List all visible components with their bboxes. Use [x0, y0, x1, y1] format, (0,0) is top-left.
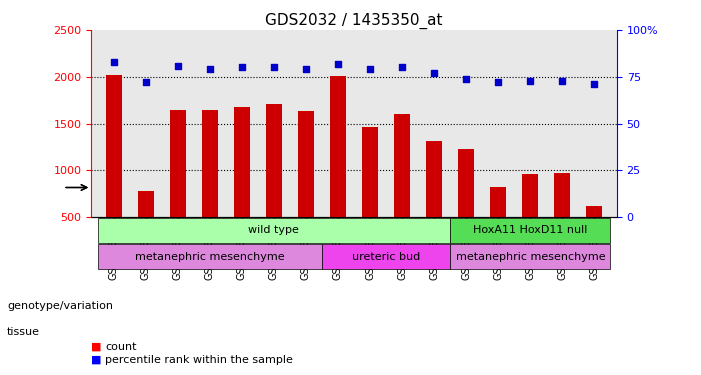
Bar [137, 191, 154, 217]
Point [589, 81, 600, 87]
Text: percentile rank within the sample: percentile rank within the sample [105, 355, 293, 365]
Bar [330, 76, 346, 217]
Bar [106, 75, 121, 217]
Point [332, 61, 343, 67]
Text: tissue: tissue [7, 327, 40, 337]
Text: ■: ■ [91, 342, 102, 352]
Point [140, 80, 151, 86]
Bar [522, 174, 538, 217]
Text: genotype/variation: genotype/variation [7, 301, 113, 310]
Text: ■: ■ [91, 355, 102, 365]
Bar [234, 107, 250, 218]
Point [172, 63, 183, 69]
Bar [170, 110, 186, 218]
FancyBboxPatch shape [97, 218, 450, 243]
Text: count: count [105, 342, 137, 352]
Point [268, 64, 280, 70]
Bar [266, 104, 282, 218]
FancyBboxPatch shape [450, 218, 611, 243]
FancyBboxPatch shape [97, 244, 322, 270]
Point [204, 66, 215, 72]
Point [108, 59, 119, 65]
Text: ureteric bud: ureteric bud [352, 252, 420, 262]
Bar [298, 111, 314, 218]
Point [397, 64, 408, 70]
Text: wild type: wild type [248, 225, 299, 236]
Bar [490, 188, 506, 218]
Bar [458, 149, 474, 217]
FancyBboxPatch shape [322, 244, 450, 270]
Text: metanephric mesenchyme: metanephric mesenchyme [456, 252, 605, 262]
Bar [426, 141, 442, 218]
Bar [554, 173, 571, 217]
Bar [202, 110, 218, 218]
Point [461, 76, 472, 82]
Bar [394, 114, 410, 218]
Point [428, 70, 440, 76]
Text: HoxA11 HoxD11 null: HoxA11 HoxD11 null [473, 225, 587, 236]
Point [557, 78, 568, 84]
Bar [587, 206, 602, 218]
Point [300, 66, 311, 72]
Point [365, 66, 376, 72]
Title: GDS2032 / 1435350_at: GDS2032 / 1435350_at [265, 12, 443, 28]
FancyBboxPatch shape [450, 244, 611, 270]
Point [493, 80, 504, 86]
Point [236, 64, 247, 70]
Bar [362, 128, 378, 218]
Text: metanephric mesenchyme: metanephric mesenchyme [135, 252, 285, 262]
Point [525, 78, 536, 84]
